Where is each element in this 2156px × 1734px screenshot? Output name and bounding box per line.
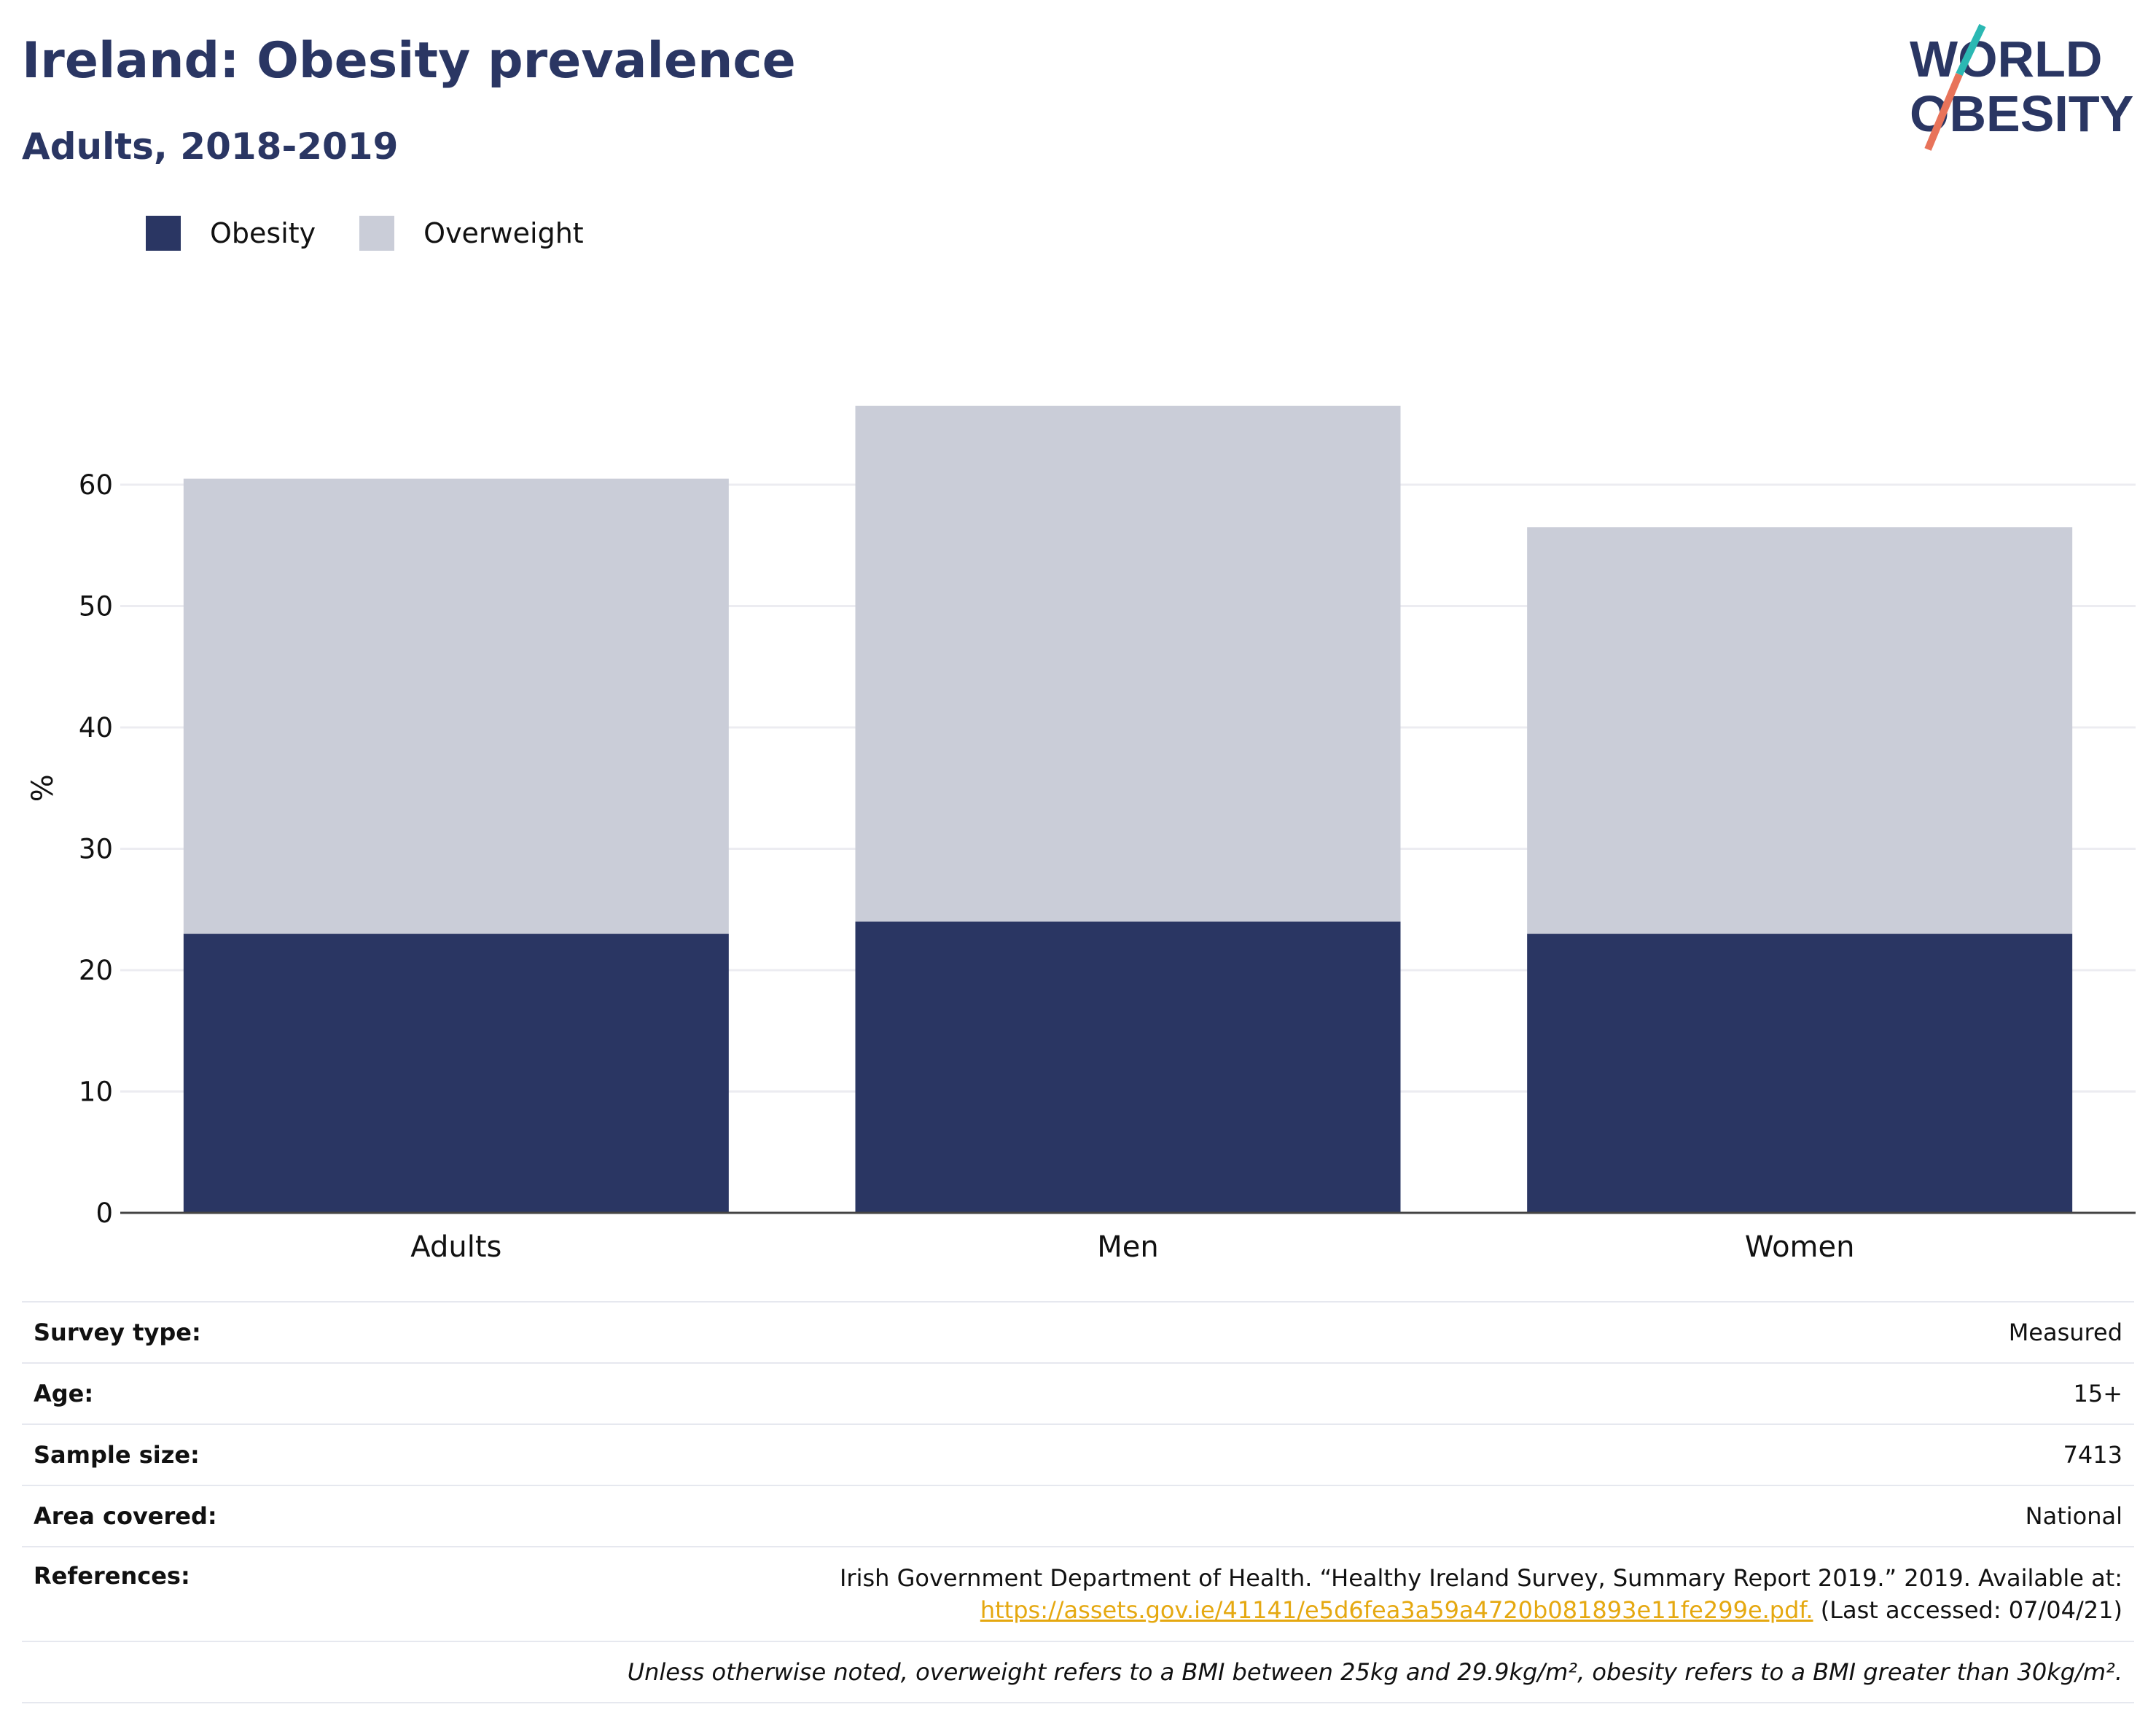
meta-row-area: Area covered: National [22, 1485, 2134, 1546]
meta-row-survey-type: Survey type: Measured [22, 1301, 2134, 1362]
y-tick-label: 40 [79, 712, 113, 743]
legend-label-overweight: Overweight [423, 217, 584, 249]
logo-line1: WORLD [1910, 31, 2102, 87]
meta-value: 15+ [2073, 1380, 2122, 1407]
bar-obesity-women [1527, 934, 2073, 1213]
y-tick-label: 0 [95, 1198, 113, 1229]
legend-item-obesity[interactable]: Obesity [146, 216, 316, 251]
bmi-note-text: Unless otherwise noted, overweight refer… [627, 1658, 2122, 1686]
bar-overweight-adults [183, 478, 729, 934]
y-tick-label: 20 [79, 955, 113, 986]
page-subtitle: Adults, 2018-2019 [22, 125, 399, 168]
legend-item-overweight[interactable]: Overweight [359, 216, 584, 251]
y-tick-label: 10 [79, 1077, 113, 1108]
x-tick-label: Adults [410, 1230, 501, 1264]
reference-accessed: (Last accessed: 07/04/21) [1820, 1596, 2122, 1624]
bar-chart: 0 10 20 30 40 50 60% Adults Men Women [26, 405, 2136, 1264]
references-text: Irish Government Department of Health. “… [840, 1562, 2122, 1626]
legend-swatch-overweight [359, 216, 395, 251]
meta-row-references: References: Irish Government Department … [22, 1546, 2134, 1641]
meta-label: Area covered: [34, 1502, 217, 1530]
meta-value: National [2025, 1502, 2122, 1530]
y-axis-label: % [26, 774, 60, 802]
meta-label: Sample size: [34, 1441, 200, 1469]
bar-obesity-men [855, 921, 1401, 1213]
page-title: Ireland: Obesity prevalence [22, 32, 796, 90]
y-tick-label: 30 [79, 834, 113, 865]
legend-label-obesity: Obesity [210, 217, 316, 249]
meta-label: Age: [34, 1380, 94, 1407]
meta-value: 7413 [2063, 1441, 2122, 1469]
reference-citation: Irish Government Department of Health. “… [839, 1564, 2122, 1592]
x-tick-label: Men [1097, 1230, 1158, 1264]
y-tick-label: 60 [79, 469, 113, 501]
bar-overweight-men [855, 405, 1401, 922]
bar-obesity-adults [183, 934, 729, 1213]
meta-row-sample-size: Sample size: 7413 [22, 1423, 2134, 1485]
world-obesity-logo: WORLD OBESITY [1910, 23, 2133, 151]
bar-overweight-women [1527, 527, 2073, 934]
legend: Obesity Overweight [146, 216, 628, 251]
legend-swatch-obesity [146, 216, 181, 251]
meta-value: Measured [2008, 1319, 2122, 1346]
x-tick-label: Women [1745, 1230, 1855, 1264]
reference-link[interactable]: https://assets.gov.ie/41141/e5d6fea3a59a… [980, 1596, 1813, 1624]
bmi-note: Unless otherwise noted, overweight refer… [22, 1641, 2134, 1703]
meta-row-age: Age: 15+ [22, 1362, 2134, 1423]
metadata-table: Survey type: Measured Age: 15+ Sample si… [22, 1301, 2134, 1703]
y-tick-label: 50 [79, 591, 113, 622]
meta-label: References: [34, 1562, 190, 1590]
meta-label: Survey type: [34, 1319, 201, 1346]
